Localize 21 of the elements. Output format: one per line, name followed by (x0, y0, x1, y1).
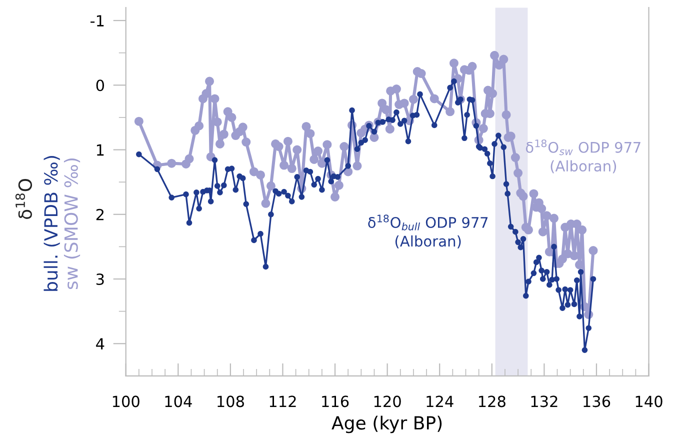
x-tick-label: 116 (322, 396, 349, 408)
series-label: δ$^{18}$O$_{bull}$ ODP 977 (Alboran) (368, 214, 488, 248)
x-tick-label: 140 (636, 396, 662, 408)
x-tick-label: 124 (426, 396, 454, 407)
x-tick-label: 120 (374, 396, 401, 408)
x-axis-title: Age (kyr BP) (332, 416, 442, 434)
y-tick-label: 0 (96, 80, 104, 92)
y-tick-label: 3 (96, 273, 104, 286)
y-tick-label: 1 (96, 144, 104, 156)
x-tick-label: 128 (478, 396, 506, 408)
y-tick-label: 2 (96, 208, 104, 220)
x-tick-label: 112 (270, 396, 296, 407)
y-axis-title: δ$^{18}$O bull. (VPDB ‰) sw (SMOW ‰) (15, 156, 80, 291)
x-tick-label: 136 (584, 396, 610, 408)
y-tick-label: -1 (90, 15, 104, 26)
x-tick-label: 100 (112, 396, 140, 408)
x-tick-label: 108 (218, 396, 244, 408)
x-tick-label: 104 (165, 396, 192, 408)
x-tick-label: 132 (531, 396, 558, 408)
y-tick-label: 4 (96, 338, 104, 350)
series-label: δ$^{18}$O$_{sw}$ ODP 977 (Alboran) (526, 140, 640, 174)
